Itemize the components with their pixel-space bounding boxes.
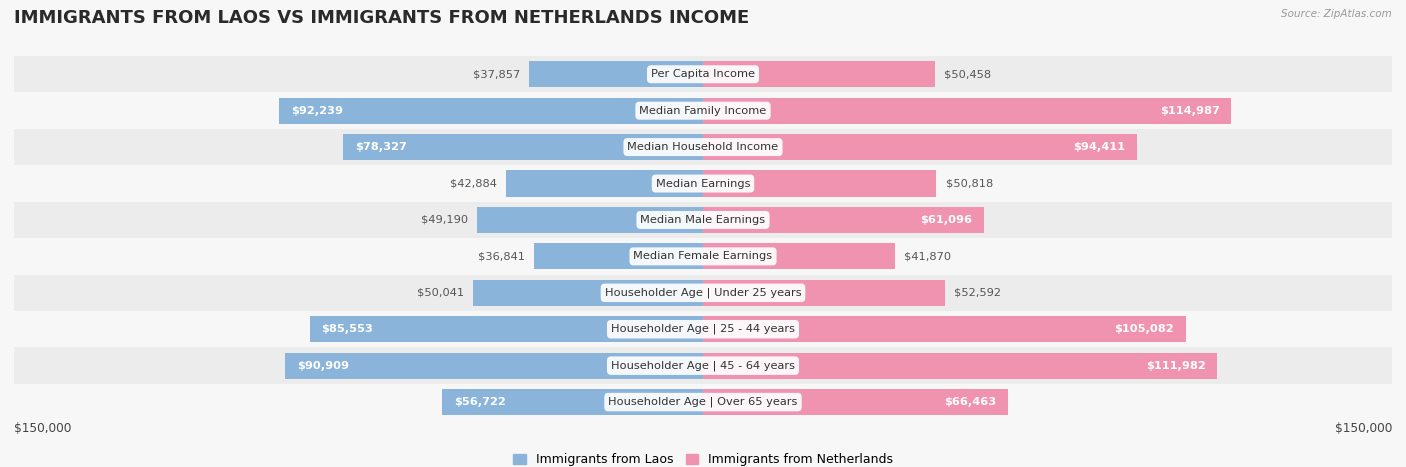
Text: Median Female Earnings: Median Female Earnings (634, 251, 772, 262)
Text: $42,884: $42,884 (450, 178, 496, 189)
Bar (14, 129, 1392, 165)
Bar (506, 170, 703, 197)
Bar (703, 134, 1136, 160)
Text: $50,041: $50,041 (416, 288, 464, 298)
Bar (14, 238, 1392, 275)
Text: $36,841: $36,841 (478, 251, 524, 262)
Bar (443, 389, 703, 415)
Text: Householder Age | 25 - 44 years: Householder Age | 25 - 44 years (612, 324, 794, 334)
Text: Source: ZipAtlas.com: Source: ZipAtlas.com (1281, 9, 1392, 19)
Text: $150,000: $150,000 (14, 422, 72, 435)
Bar (285, 353, 703, 379)
Text: Per Capita Income: Per Capita Income (651, 69, 755, 79)
Bar (477, 207, 703, 233)
Bar (703, 98, 1232, 124)
Text: Householder Age | Over 65 years: Householder Age | Over 65 years (609, 397, 797, 407)
Text: Median Male Earnings: Median Male Earnings (641, 215, 765, 225)
Bar (280, 98, 703, 124)
Bar (703, 389, 1008, 415)
Bar (529, 61, 703, 87)
Text: $111,982: $111,982 (1146, 361, 1206, 371)
Text: $41,870: $41,870 (904, 251, 952, 262)
Text: Householder Age | Under 25 years: Householder Age | Under 25 years (605, 288, 801, 298)
Text: Householder Age | 45 - 64 years: Householder Age | 45 - 64 years (612, 361, 794, 371)
Bar (14, 92, 1392, 129)
Bar (311, 316, 703, 342)
Legend: Immigrants from Laos, Immigrants from Netherlands: Immigrants from Laos, Immigrants from Ne… (508, 448, 898, 467)
Bar (703, 170, 936, 197)
Text: $150,000: $150,000 (1334, 422, 1392, 435)
Bar (14, 56, 1392, 92)
Text: $114,987: $114,987 (1160, 106, 1219, 116)
Bar (14, 202, 1392, 238)
Bar (703, 207, 984, 233)
Text: $37,857: $37,857 (472, 69, 520, 79)
Text: $78,327: $78,327 (354, 142, 406, 152)
Text: $56,722: $56,722 (454, 397, 506, 407)
Bar (14, 165, 1392, 202)
Bar (703, 280, 945, 306)
Bar (703, 316, 1185, 342)
Text: $49,190: $49,190 (420, 215, 468, 225)
Text: Median Family Income: Median Family Income (640, 106, 766, 116)
Bar (14, 275, 1392, 311)
Bar (14, 384, 1392, 420)
Bar (534, 243, 703, 269)
Text: Median Earnings: Median Earnings (655, 178, 751, 189)
Bar (703, 61, 935, 87)
Text: Median Household Income: Median Household Income (627, 142, 779, 152)
Text: $50,818: $50,818 (946, 178, 993, 189)
Text: IMMIGRANTS FROM LAOS VS IMMIGRANTS FROM NETHERLANDS INCOME: IMMIGRANTS FROM LAOS VS IMMIGRANTS FROM … (14, 9, 749, 28)
Bar (703, 353, 1218, 379)
Bar (14, 347, 1392, 384)
Bar (343, 134, 703, 160)
Text: $92,239: $92,239 (291, 106, 343, 116)
Bar (703, 243, 896, 269)
Text: $90,909: $90,909 (297, 361, 349, 371)
Text: $52,592: $52,592 (953, 288, 1001, 298)
Text: $105,082: $105,082 (1115, 324, 1174, 334)
Text: $50,458: $50,458 (943, 69, 991, 79)
Bar (474, 280, 703, 306)
Text: $66,463: $66,463 (945, 397, 997, 407)
Text: $61,096: $61,096 (920, 215, 972, 225)
Text: $85,553: $85,553 (322, 324, 374, 334)
Text: $94,411: $94,411 (1073, 142, 1125, 152)
Bar (14, 311, 1392, 347)
